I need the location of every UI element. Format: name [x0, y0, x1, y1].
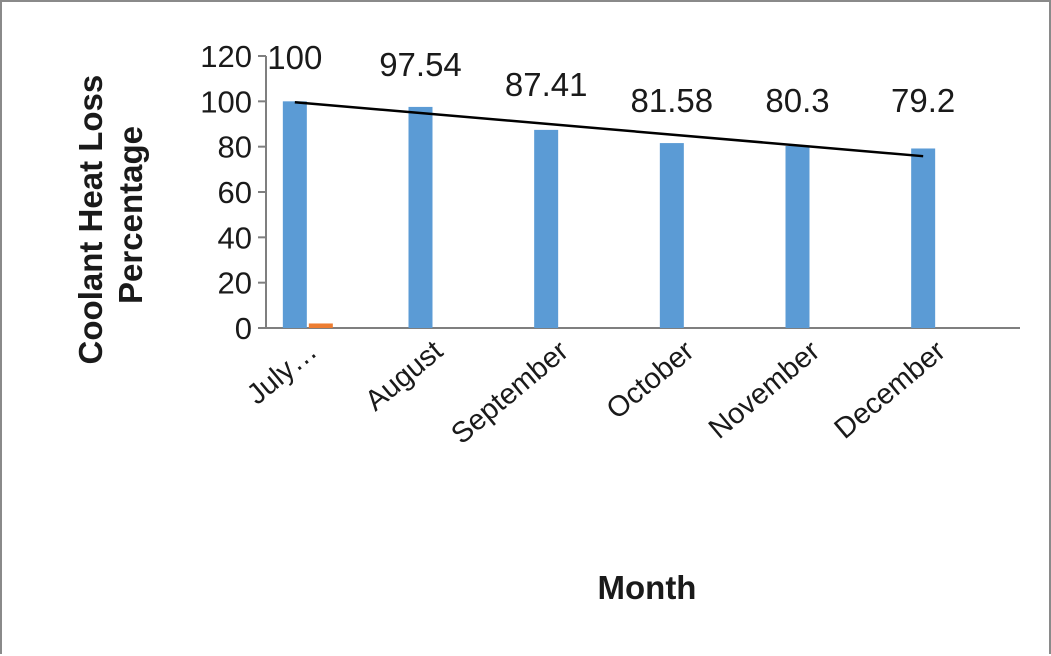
x-category-label: November	[703, 335, 826, 446]
bar-series-1	[785, 145, 810, 328]
x-axis-title: Month	[598, 569, 697, 606]
y-axis-title-line-1: Coolant Heat Loss	[72, 75, 109, 365]
data-label: 100	[267, 39, 322, 76]
bar-series-1	[534, 129, 559, 328]
y-axis-title-line-2: Percentage	[112, 126, 149, 304]
data-label: 97.54	[379, 46, 462, 83]
x-category-label: December	[829, 335, 952, 446]
bar-series-1	[911, 148, 936, 328]
data-labels: 100 97.54 87.41 81.58 80.3 79.2	[267, 39, 955, 119]
x-category-label: October	[601, 335, 701, 426]
y-axis-title: Coolant Heat Loss Percentage	[72, 66, 149, 365]
data-label: 81.58	[631, 82, 714, 119]
data-label: 87.41	[505, 66, 588, 103]
bar-series-2	[308, 323, 333, 328]
bars	[282, 101, 936, 328]
x-category-label: July…	[241, 335, 323, 411]
x-category-label: August	[359, 335, 449, 418]
x-category-label: September	[445, 335, 575, 451]
y-tick-label: 120	[200, 39, 252, 74]
bar-series-1	[282, 101, 307, 328]
y-tick-label: 100	[200, 84, 252, 119]
y-tick-label: 60	[218, 175, 252, 210]
y-ticks: 0 20 40 60 80 100 120	[200, 39, 266, 346]
bar-series-1	[408, 106, 433, 328]
trendline	[294, 100, 924, 158]
data-label: 79.2	[891, 82, 955, 119]
y-tick-label: 0	[235, 311, 252, 346]
bar-series-1	[659, 143, 684, 328]
y-tick-label: 20	[218, 266, 252, 301]
data-label: 80.3	[765, 82, 829, 119]
trendline-group	[294, 100, 924, 158]
y-tick-label: 40	[218, 220, 252, 255]
y-tick-label: 80	[218, 130, 252, 165]
